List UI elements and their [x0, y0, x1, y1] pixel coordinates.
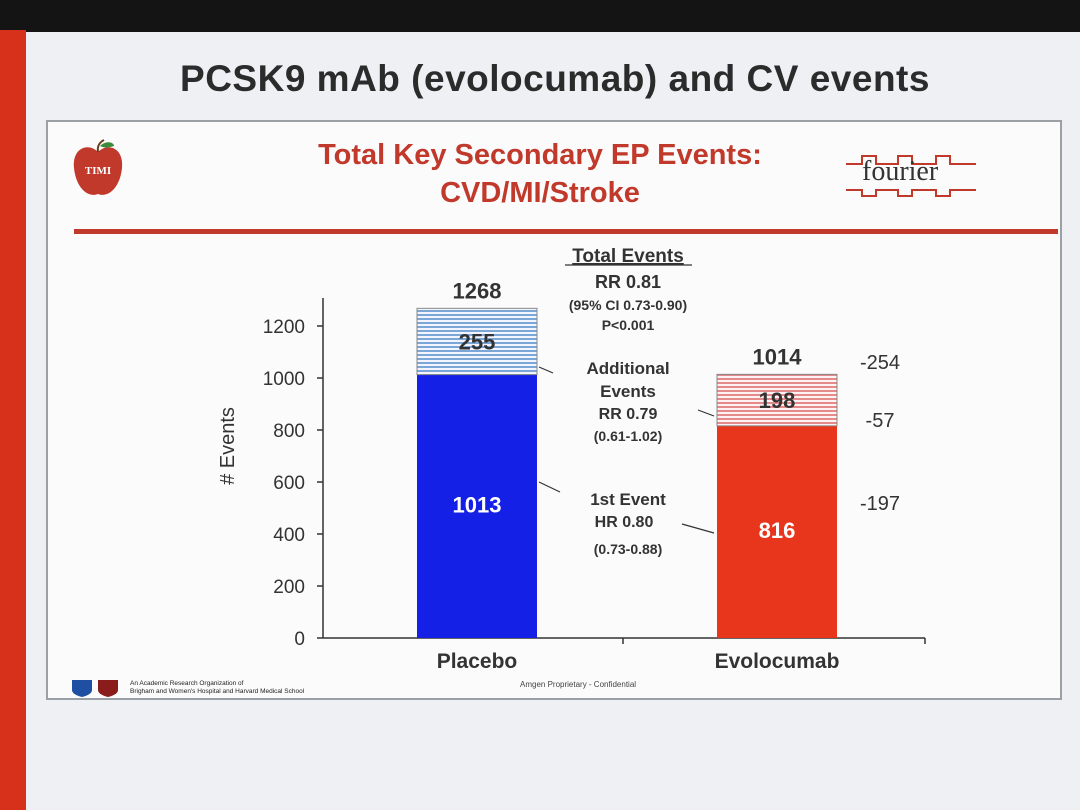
- fourier-logo: [846, 155, 976, 197]
- annotation-first-line1: 1st Event: [590, 490, 666, 509]
- chart-title-line1: Total Key Secondary EP Events:: [318, 139, 762, 171]
- confidential-note: Amgen Proprietary - Confidential: [520, 680, 637, 689]
- bar-segment-additional-events: [416, 307, 538, 376]
- chart-title: Total Key Secondary EP Events: CVD/MI/St…: [250, 136, 830, 212]
- annotation-total-heading: Total Events: [572, 246, 684, 267]
- pointer-line: [538, 366, 554, 374]
- annotation-total-p: P<0.001: [602, 317, 655, 333]
- screen-top-edge: [0, 0, 1080, 34]
- title-divider: [74, 229, 1058, 234]
- bar-segment-first-event: [717, 425, 837, 638]
- footer-affiliation: An Academic Research Organization of Bri…: [130, 680, 304, 696]
- data-label-first-event: 816: [759, 518, 796, 543]
- bar-segment-first-event: [417, 374, 537, 638]
- annotation-first-ci: (0.73-0.88): [594, 541, 662, 557]
- difference-label: -197: [860, 493, 900, 515]
- data-label-total: 1014: [753, 344, 803, 369]
- y-tick-label: 0: [294, 629, 305, 650]
- bar-segment-additional-events: [716, 373, 838, 427]
- institution-shields-icon: [72, 680, 118, 697]
- y-tick-label: 1200: [263, 317, 305, 338]
- annotation-total-ci: (95% CI 0.73-0.90): [569, 297, 687, 313]
- fourier-logo-text: fourier: [862, 156, 939, 187]
- data-label-additional-events: 255: [459, 329, 496, 354]
- timi-logo-text: TIMI: [85, 165, 111, 177]
- annotation-additional-rr: RR 0.79: [599, 406, 658, 423]
- timi-apple-logo: TIMI: [73, 139, 123, 195]
- difference-label: -254: [860, 352, 900, 374]
- chart-panel: [46, 120, 1062, 700]
- annotation-first-hr: HR 0.80: [595, 514, 654, 531]
- pointer-line: [697, 409, 715, 417]
- y-tick-label: 1000: [263, 369, 305, 390]
- pointer-line: [538, 481, 561, 493]
- annotation-additional-line2: Events: [600, 382, 656, 401]
- chart-title-line2: CVD/MI/Stroke: [440, 177, 640, 209]
- slide-title: PCSK9 mAb (evolocumab) and CV events: [180, 58, 930, 99]
- data-label-total: 1268: [453, 278, 502, 303]
- data-label-additional-events: 198: [759, 388, 796, 413]
- y-tick-label: 800: [273, 421, 305, 442]
- y-tick-label: 400: [273, 525, 305, 546]
- annotation-additional-line1: Additional: [586, 359, 669, 378]
- annotation-total-rr: RR 0.81: [595, 272, 661, 292]
- data-label-first-event: 1013: [453, 492, 502, 517]
- y-axis-label: # Events: [217, 407, 239, 485]
- pointer-line: [681, 523, 715, 534]
- screen-left-edge: [0, 30, 26, 810]
- footer-line1: An Academic Research Organization of: [130, 680, 244, 687]
- y-tick-label: 600: [273, 473, 305, 494]
- difference-label: -57: [866, 410, 895, 432]
- x-category-label: Placebo: [437, 650, 518, 673]
- y-tick-label: 200: [273, 577, 305, 598]
- x-category-label: Evolocumab: [715, 650, 840, 673]
- footer-line2: Brigham and Women's Hospital and Harvard…: [130, 688, 305, 695]
- annotation-additional-ci: (0.61-1.02): [594, 428, 662, 444]
